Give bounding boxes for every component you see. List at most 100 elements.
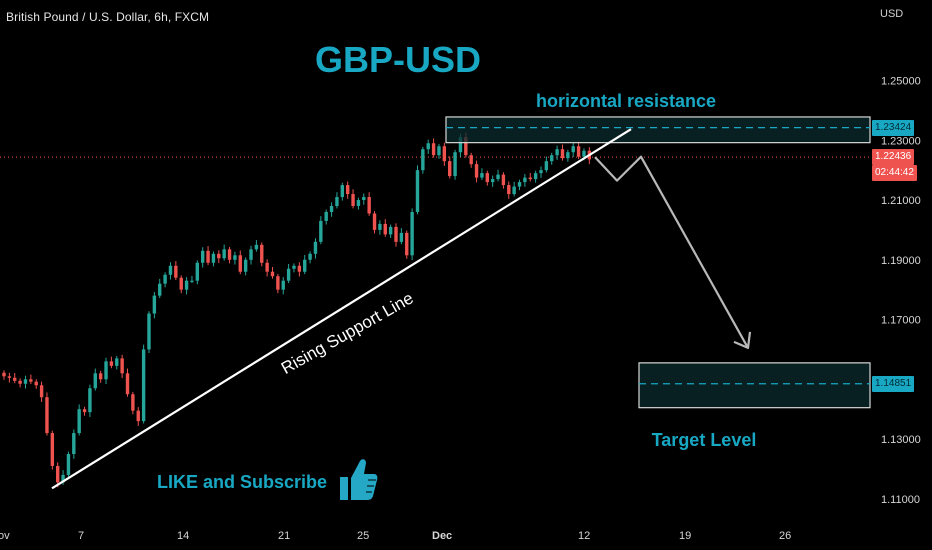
candle-body	[474, 164, 479, 178]
candle-body	[206, 250, 210, 263]
price-tick-label: 1.13000	[881, 434, 921, 446]
candle-body	[195, 262, 200, 281]
candle-body	[539, 170, 543, 174]
candle-body	[464, 137, 468, 156]
candle-body	[576, 146, 581, 157]
candle-body	[442, 146, 447, 162]
candle-body	[39, 385, 44, 398]
candle-body	[415, 170, 420, 212]
candle-body	[335, 197, 339, 206]
candle-body	[544, 161, 549, 171]
candle-body	[405, 232, 409, 256]
candle-body	[496, 174, 500, 180]
chart-title: GBP-USD	[315, 39, 481, 80]
candle-body	[308, 253, 312, 260]
candle-body	[292, 265, 296, 269]
candle-body	[7, 376, 12, 378]
price-tick-label: 1.17000	[881, 315, 921, 327]
support-line-label: Rising Support Line	[278, 288, 416, 378]
candle-body	[249, 249, 253, 260]
candle-body	[517, 182, 522, 187]
candle-body	[227, 249, 232, 260]
candle-body	[254, 244, 259, 250]
date-tick-label: 19	[679, 530, 691, 542]
date-tick-label: 12	[578, 530, 590, 542]
candle-body	[82, 409, 87, 413]
candle-body	[399, 232, 404, 242]
candle-body	[501, 174, 506, 186]
candle-body	[313, 241, 318, 254]
target-price-badge: 1.14851	[872, 375, 915, 392]
date-tick-label: 26	[779, 530, 791, 542]
candle-body	[426, 143, 430, 150]
date-tick-label: 25	[357, 530, 369, 542]
candle-body	[571, 146, 575, 153]
candle-body	[356, 200, 361, 206]
candle-body	[109, 361, 114, 366]
candle-body	[168, 265, 173, 275]
candle-body	[297, 265, 302, 272]
candle-body	[533, 173, 538, 180]
price-tick-label: 1.19000	[881, 255, 921, 267]
candle-body	[61, 474, 65, 483]
candle-body	[184, 280, 189, 290]
candle-body	[29, 379, 33, 382]
candle-body	[174, 265, 178, 278]
candle-body	[523, 177, 527, 183]
thumbs-up-icon	[337, 456, 379, 502]
candle-body	[329, 205, 334, 212]
date-tick-label: 14	[177, 530, 189, 542]
candle-body	[528, 177, 532, 180]
candle-body	[303, 259, 307, 272]
candle-body	[378, 223, 382, 230]
candle-body	[72, 433, 76, 454]
candle-body	[66, 454, 71, 475]
candle-body	[2, 372, 6, 377]
candle-body	[270, 271, 275, 277]
candle-body	[286, 268, 291, 281]
like-subscribe-label: LIKE and Subscribe	[157, 472, 327, 492]
date-tick-label: 21	[278, 530, 290, 542]
candle-body	[560, 149, 565, 159]
candle-body	[56, 465, 60, 483]
date-axis: ov 7 14 21 25 Dec 12 19 26	[0, 530, 791, 542]
candle-body	[431, 143, 436, 156]
candle-body	[158, 283, 162, 296]
candlestick-series	[0, 132, 870, 488]
candle-body	[77, 409, 81, 434]
rising-support-line	[51, 128, 632, 490]
candle-body	[141, 349, 146, 422]
candle-body	[131, 394, 135, 411]
candle-body	[458, 137, 463, 153]
last-price-badge: 1.22436	[872, 149, 915, 166]
candle-body	[50, 433, 55, 466]
candle-body	[34, 381, 38, 386]
candle-body	[136, 410, 140, 422]
candle-body	[104, 361, 108, 380]
candle-body	[582, 150, 586, 157]
candle-body	[120, 358, 124, 374]
candle-body	[211, 253, 216, 263]
price-axis-unit: USD	[880, 8, 904, 20]
candle-body	[383, 223, 387, 235]
bar-countdown-badge: 02:44:42	[872, 165, 917, 182]
candle-body	[98, 373, 103, 380]
candle-body	[437, 146, 441, 156]
candle-body	[372, 213, 377, 230]
candle-body	[260, 244, 264, 263]
price-tick-label: 1.21000	[881, 195, 921, 207]
date-tick-label: ov	[0, 530, 10, 542]
candle-body	[125, 373, 130, 395]
candle-body	[367, 197, 371, 214]
candle-body	[550, 155, 554, 162]
candle-body	[243, 259, 248, 272]
resistance-price-badge: 1.23424	[872, 119, 915, 136]
candle-body	[319, 220, 323, 242]
candle-body	[233, 255, 237, 260]
chart-symbol-title: British Pound / U.S. Dollar, 6h, FXCM	[6, 10, 210, 24]
candle-body	[265, 262, 269, 272]
price-tick-label: 1.11000	[881, 494, 920, 506]
candle-body	[448, 161, 452, 177]
candle-body	[485, 173, 489, 183]
